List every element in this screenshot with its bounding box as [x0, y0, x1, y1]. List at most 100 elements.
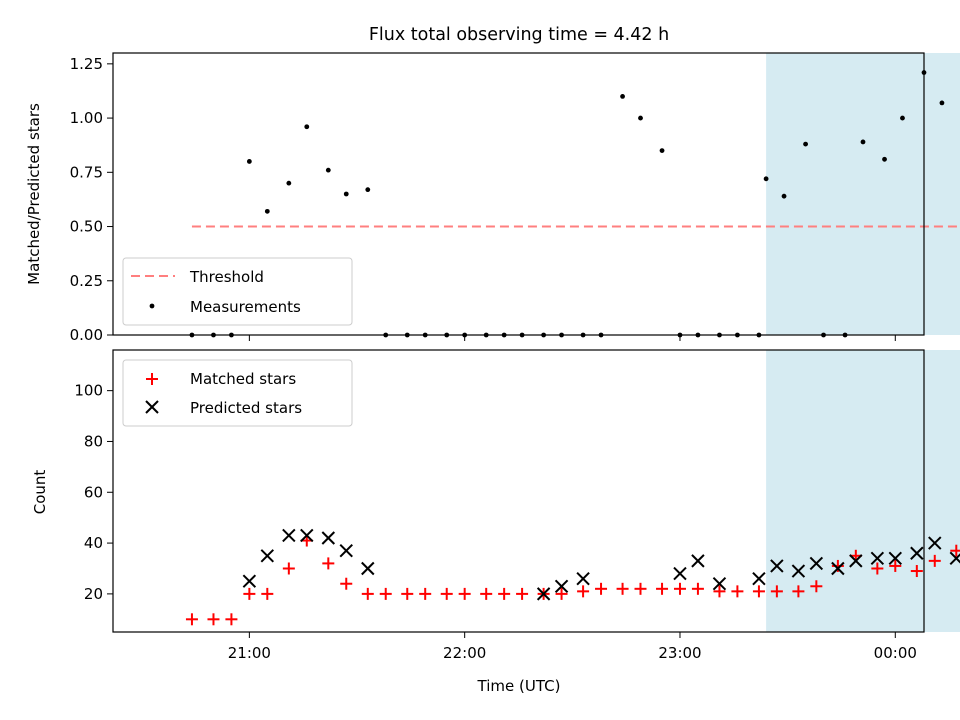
measurement-point — [264, 208, 270, 214]
predicted-point — [928, 536, 942, 550]
matched-point — [616, 582, 629, 595]
matched-point — [361, 587, 374, 600]
matched-point — [713, 585, 726, 598]
matched-point — [673, 582, 686, 595]
measurement-point — [343, 191, 349, 197]
measurements-series — [189, 70, 945, 338]
matched-point — [910, 565, 923, 578]
measurement-point — [860, 139, 866, 145]
measurement-point — [246, 159, 252, 164]
matched-point — [379, 587, 392, 600]
measurement-point — [803, 141, 808, 147]
matched-point — [225, 613, 238, 626]
y-tick-label: 40 — [84, 534, 103, 552]
matched-point — [634, 582, 647, 595]
predicted-point — [673, 566, 687, 581]
predicted-point — [691, 554, 705, 568]
matched-point — [243, 587, 256, 600]
measurement-point — [900, 115, 905, 121]
legend-predicted-swatch — [145, 400, 159, 414]
matched-point — [950, 544, 960, 557]
predicted-point — [870, 551, 885, 566]
measurement-point — [659, 148, 665, 154]
matched-point — [810, 580, 823, 593]
predicted-point — [809, 556, 824, 571]
top-axes: 0.00 0.25 0.50 0.75 1.00 1.25 — [70, 52, 925, 344]
matched-point — [656, 582, 669, 595]
legend-measurements-label: Measurements — [190, 298, 301, 316]
y-tick-label: 1.25 — [70, 55, 103, 73]
bottom-xlabel: Time (UTC) — [477, 677, 561, 695]
predicted-point — [752, 571, 766, 586]
y-tick-label: 0.50 — [70, 218, 103, 236]
predicted-point — [576, 571, 590, 586]
plot-frame — [112, 349, 925, 633]
matched-point — [555, 587, 568, 600]
measurement-point — [304, 124, 310, 130]
predicted-point — [321, 531, 336, 545]
matched-point — [752, 585, 765, 598]
matched-point — [792, 585, 805, 598]
y-tick-label: 1.00 — [70, 109, 103, 127]
plot-frame — [112, 52, 925, 336]
y-tick-label: 20 — [84, 585, 103, 603]
predicted-point — [242, 574, 257, 588]
observing-span — [766, 350, 960, 632]
predicted-point — [300, 528, 314, 543]
observing-span — [766, 53, 960, 335]
measurement-point — [620, 93, 625, 99]
matched-point — [185, 613, 198, 626]
measurement-point — [781, 193, 787, 199]
top-panel: 0.00 0.25 0.50 0.75 1.00 1.25 Matched/Predict… — [25, 52, 960, 344]
x-tick-label: 23:00 — [658, 644, 701, 662]
y-tick-label: 100 — [74, 382, 103, 400]
top-ylabel: Matched/Predicted stars — [25, 103, 43, 285]
matched-point — [498, 587, 511, 600]
measurement-point — [365, 187, 371, 193]
measurement-point — [286, 180, 292, 186]
legend-matched-label: Matched stars — [190, 370, 296, 388]
measurement-point — [939, 100, 945, 106]
predicted-point — [260, 549, 275, 563]
predicted-point — [554, 579, 569, 593]
legend-matched-swatch — [146, 373, 158, 385]
chart-title: Flux total observing time = 4.42 h — [369, 25, 669, 45]
predicted-point — [339, 543, 353, 558]
measurement-point — [763, 176, 769, 182]
predicted-point — [361, 561, 375, 576]
matched-point — [831, 559, 844, 572]
x-tick-label: 22:00 — [443, 644, 486, 662]
y-tick-label: 60 — [84, 483, 103, 501]
measurement-point — [882, 156, 887, 162]
matched-point — [419, 587, 432, 600]
matched-point — [871, 562, 884, 575]
top-legend: Threshold Measurements — [122, 257, 353, 326]
predicted-stars-series — [242, 528, 960, 601]
bottom-ylabel: Count — [31, 470, 49, 515]
predicted-point — [712, 577, 727, 591]
predicted-point — [831, 561, 845, 576]
measurement-point — [638, 115, 643, 121]
matched-point — [770, 585, 783, 598]
matched-point — [480, 587, 493, 600]
bottom-axes: 2040608010021:0022:0023:0000:0001:0002:0… — [74, 349, 925, 662]
matched-point — [207, 613, 220, 626]
matched-point — [691, 582, 704, 595]
matched-point — [889, 559, 902, 572]
predicted-point — [770, 559, 784, 573]
legend-threshold-label: Threshold — [189, 268, 264, 286]
matched-stars-series — [185, 534, 960, 626]
bottom-panel: 2040608010021:0022:0023:0000:0001:0002:0… — [31, 349, 960, 695]
measurement-point — [325, 167, 331, 173]
y-tick-label: 80 — [84, 432, 103, 450]
predicted-point — [888, 551, 902, 566]
predicted-point — [282, 528, 296, 543]
bottom-legend: Matched stars Predicted stars — [122, 359, 353, 427]
matched-point — [595, 582, 608, 595]
y-tick-label: 0.75 — [70, 163, 103, 181]
matched-point — [261, 587, 274, 600]
matched-point — [340, 577, 353, 590]
matched-point — [516, 587, 529, 600]
predicted-point — [536, 587, 551, 601]
